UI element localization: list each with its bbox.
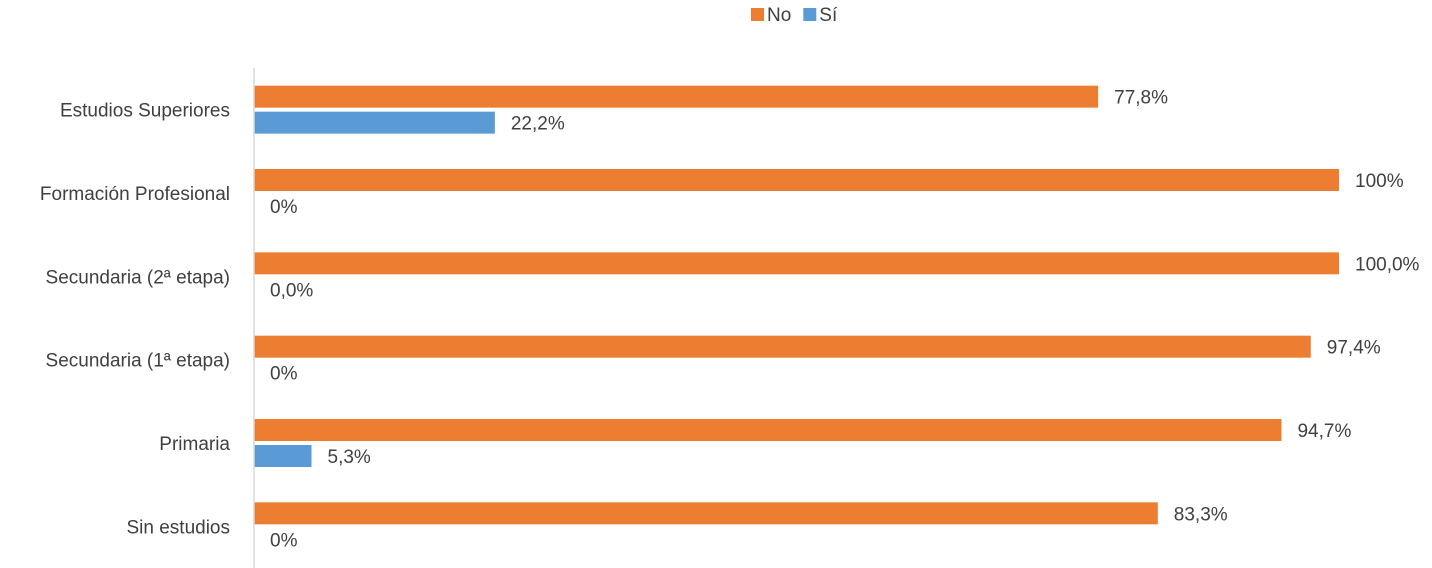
bar-si	[254, 445, 312, 467]
data-label: 94,7%	[1297, 421, 1351, 442]
legend-label-0: No	[767, 5, 791, 26]
category-label: Primaria	[159, 434, 230, 455]
data-label: 0,0%	[270, 280, 313, 301]
data-label: 77,8%	[1114, 88, 1168, 109]
bar-si	[254, 111, 495, 134]
legend: No Sí	[751, 5, 838, 26]
bar-no	[254, 419, 1282, 441]
data-label: 22,2%	[511, 114, 565, 135]
category-label: Secundaria (1ª etapa)	[46, 351, 230, 372]
data-label: 0%	[270, 197, 298, 218]
legend-label-1: Sí	[819, 5, 838, 26]
bar-no	[254, 169, 1339, 191]
data-label: 83,3%	[1174, 504, 1228, 525]
category-labels: Estudios Superiores Formación Profesional…	[40, 101, 231, 539]
category-label: Sin estudios	[126, 517, 230, 538]
category-label: Secundaria (2ª etapa)	[46, 267, 230, 288]
data-labels: 77,8% 22,2% 100% 0% 100,0% 0,0% 97,4% 0% 94,7% 5,…	[270, 88, 1420, 552]
category-label: Estudios Superiores	[60, 101, 230, 122]
data-label: 0%	[270, 530, 298, 551]
category-label: Formación Profesional	[40, 184, 230, 205]
bars	[254, 85, 1339, 525]
bar-no	[254, 335, 1311, 358]
legend-swatch-0	[751, 8, 764, 21]
bar-no	[254, 502, 1158, 525]
bar-no	[254, 85, 1099, 108]
data-label: 0%	[270, 364, 298, 385]
data-label: 100,0%	[1355, 254, 1420, 275]
data-label: 97,4%	[1327, 338, 1381, 359]
bar-no	[254, 252, 1339, 275]
legend-swatch-1	[803, 8, 817, 21]
data-label: 5,3%	[328, 447, 371, 468]
data-label: 100%	[1355, 171, 1404, 192]
